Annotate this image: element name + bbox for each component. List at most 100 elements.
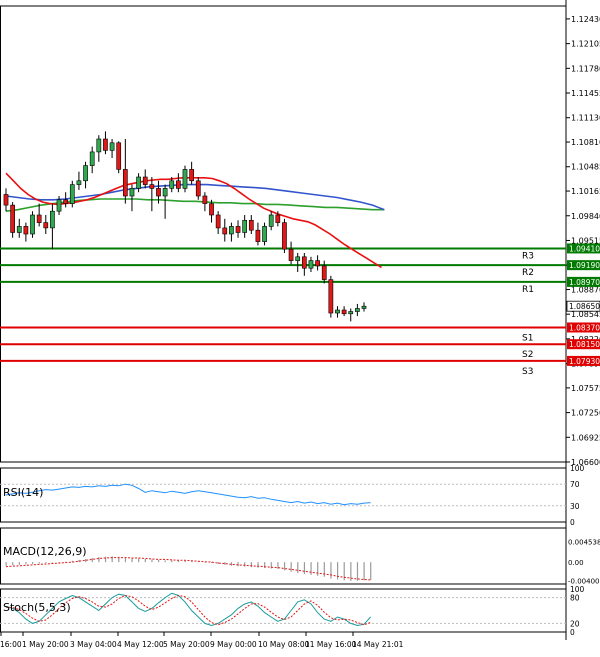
macd-histogram-bar <box>323 562 325 577</box>
current-price-box <box>566 300 600 312</box>
level-name-r2: R2 <box>522 268 534 278</box>
macd-histogram-bar <box>12 562 14 566</box>
macd-histogram-bar <box>91 558 93 563</box>
macd-histogram-bar <box>32 562 34 564</box>
macd-histogram-bar <box>317 562 319 576</box>
level-name-r1: R1 <box>522 285 534 295</box>
macd-histogram-bar <box>363 562 365 581</box>
candle-body <box>355 308 360 312</box>
current-price-label: 1.08650 <box>569 302 600 311</box>
rsi-tick-label: 100 <box>570 464 585 473</box>
macd-histogram-bar <box>264 562 266 569</box>
level-name-s1: S1 <box>522 333 533 343</box>
price-tick-label: 1.10810 <box>571 138 600 147</box>
candle-body <box>301 256 307 269</box>
macd-histogram-bar <box>71 560 73 563</box>
panel-frame-macd <box>0 527 567 585</box>
candle-body <box>122 169 128 197</box>
candle-body <box>288 248 294 261</box>
macd-histogram-bar <box>303 562 306 574</box>
rsi-line <box>5 483 371 506</box>
candle-body <box>262 226 267 242</box>
candle-body <box>103 138 108 151</box>
stoch-tick-label: 80 <box>570 594 580 603</box>
price-tick-label: 1.06600 <box>571 458 600 467</box>
candle-body <box>76 180 82 185</box>
macd-histogram-bar <box>138 558 140 563</box>
price-tick-label: 1.09515 <box>571 236 600 245</box>
macd-histogram-bar <box>283 562 286 571</box>
candle-body <box>43 222 49 229</box>
macd-histogram-bar <box>244 562 246 567</box>
level-price-box-r2 <box>567 260 600 271</box>
macd-histogram-bar <box>257 562 259 568</box>
macd-histogram-bar <box>98 557 100 563</box>
macd-tick-label: 0.00 <box>568 559 584 567</box>
stoch-tick-label: 0 <box>570 628 575 637</box>
level-name-s2: S2 <box>522 350 533 360</box>
macd-histogram-bar <box>224 562 226 565</box>
macd-histogram-bar <box>230 562 233 566</box>
price-tick-label: 1.11130 <box>571 114 600 123</box>
level-name-s3: S3 <box>522 367 533 377</box>
time-tick-label: 10 May 08:00 <box>258 640 310 649</box>
candle-body <box>23 226 29 235</box>
macd-histogram-bar <box>78 559 80 563</box>
stoch-signal-line <box>5 594 371 626</box>
candle-body <box>242 220 248 233</box>
candle-body <box>30 214 35 235</box>
macd-histogram-bar <box>58 562 60 563</box>
candle-body <box>56 199 62 212</box>
price-tick-label: 1.12430 <box>571 15 600 24</box>
candle-body <box>116 142 122 170</box>
price-tick-label: 1.07250 <box>571 409 600 418</box>
macd-histogram-bar <box>204 562 206 563</box>
candle-body <box>235 226 241 233</box>
time-tick-label: 14 May 21:01 <box>352 640 404 649</box>
macd-histogram-bar <box>164 560 166 563</box>
rsi-tick-label: 0 <box>570 518 575 527</box>
candle-body <box>83 165 88 182</box>
price-tick-label: 1.12105 <box>571 40 600 49</box>
macd-histogram-bar <box>151 559 153 563</box>
ma-blue-line <box>5 183 385 211</box>
candle-body <box>315 260 320 267</box>
candle-body <box>69 184 75 204</box>
candle-body <box>295 256 301 261</box>
candle-body <box>142 176 148 185</box>
macd-histogram-bar <box>157 559 160 563</box>
level-price-label-s3: 1.07930 <box>569 357 600 366</box>
price-tick-label: 1.11455 <box>571 89 600 98</box>
level-price-label-r1: 1.08970 <box>569 278 600 287</box>
macd-histogram-bar <box>124 557 127 563</box>
candle-body <box>36 214 42 223</box>
level-price-label-r2: 1.09190 <box>569 261 600 270</box>
macd-histogram-bar <box>370 562 372 580</box>
macd-histogram-bar <box>51 562 54 563</box>
candle-body <box>282 222 287 250</box>
level-price-box-s1 <box>567 322 600 333</box>
level-price-label-s2: 1.08150 <box>569 340 600 349</box>
stoch-main-line <box>5 592 371 627</box>
panel-frame-stoch <box>0 588 567 633</box>
candle-body <box>136 176 141 189</box>
candle-body <box>89 151 95 166</box>
stoch-tick-label: 20 <box>570 619 580 628</box>
macd-histogram-bar <box>270 562 272 569</box>
candle-body <box>248 220 254 231</box>
macd-histogram-bar <box>5 562 7 566</box>
candle-body <box>268 214 274 227</box>
macd-signal-line <box>5 557 371 581</box>
macd-histogram-bar <box>197 561 199 563</box>
level-price-box-s2 <box>567 339 600 350</box>
price-tick-label: 1.10165 <box>571 187 600 196</box>
candle-body <box>96 138 102 153</box>
time-tick-label: 16:00 <box>0 640 22 649</box>
candle-body <box>16 226 22 233</box>
candle-body <box>189 169 194 182</box>
candle-body <box>10 204 15 233</box>
price-tick-label: 1.06925 <box>571 433 600 442</box>
time-tick-label: 11 May 16:00 <box>305 640 357 649</box>
price-tick-label: 1.08870 <box>571 285 600 294</box>
